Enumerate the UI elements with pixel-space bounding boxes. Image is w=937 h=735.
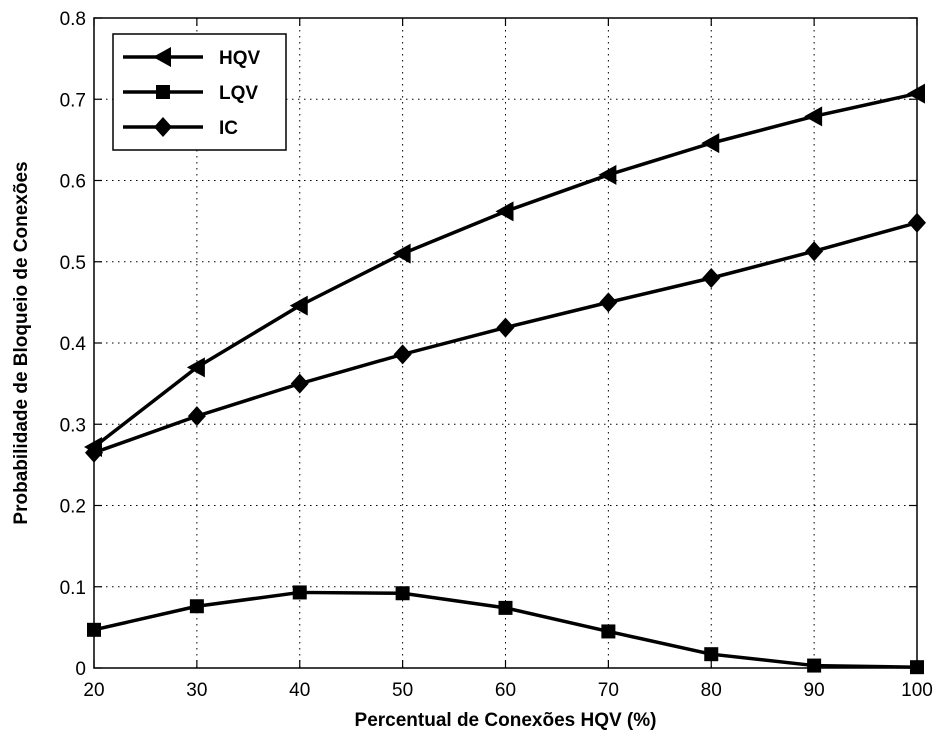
x-tick-label: 60 [495, 680, 516, 701]
y-tick-label: 0.1 [60, 578, 86, 599]
x-tick-label: 40 [289, 680, 310, 701]
data-point-lqv [189, 599, 204, 614]
y-tick-label: 0 [75, 659, 86, 680]
x-tick-label: 20 [83, 680, 104, 701]
y-tick-label: 0.8 [60, 9, 86, 30]
x-axis-title: Percentual de Conexões HQV (%) [355, 710, 657, 731]
legend-marker [156, 85, 170, 99]
data-point-ic [187, 406, 206, 427]
data-point-ic [805, 241, 824, 262]
data-point-hqv [495, 201, 514, 222]
data-point-hqv [701, 133, 720, 154]
series-line-ic [93, 221, 918, 455]
axis-ticks: 20 30 40 50 60 70 80 90 100 0 0.1 0.2 0.3 0.4 0.5 0.6 0.… [60, 9, 933, 701]
y-tick-label: 0.4 [60, 334, 87, 355]
data-point-hqv [289, 295, 308, 316]
legend-label: IC [219, 118, 238, 139]
data-point-lqv [498, 600, 513, 615]
y-tick-label: 0.6 [60, 172, 86, 193]
x-tick-label: 30 [186, 680, 207, 701]
legend-marker [154, 117, 172, 137]
y-tick-label: 0.7 [60, 90, 86, 111]
data-point-ic [393, 344, 412, 365]
series-hqv [84, 83, 925, 457]
legend-label: LQV [219, 83, 258, 104]
data-point-ic [290, 373, 309, 394]
legend-label: HQV [219, 48, 261, 69]
legend-item-lqv: LQV [123, 83, 258, 104]
x-tick-label: 70 [598, 680, 619, 701]
y-tick-label: 0.2 [60, 497, 86, 518]
data-point-lqv [292, 585, 307, 600]
x-tick-label: 80 [701, 680, 722, 701]
data-point-lqv [704, 647, 719, 662]
data-point-hqv [804, 106, 823, 127]
data-point-hqv [392, 243, 411, 264]
y-tick-label: 0.5 [60, 253, 86, 274]
y-axis-title: Probabilidade de Bloqueio de Conexões [11, 161, 32, 524]
data-point-ic [702, 268, 721, 288]
legend-marker [153, 47, 171, 67]
legend: HQV LQV IC [112, 33, 287, 151]
x-tick-label: 50 [392, 680, 413, 701]
x-tick-label: 100 [901, 680, 933, 701]
data-point-hqv [907, 83, 925, 104]
data-point-hqv [598, 164, 617, 185]
x-tick-label: 90 [804, 680, 825, 701]
y-tick-label: 0.3 [60, 415, 86, 436]
legend-item-ic: IC [123, 117, 238, 139]
series-layer [84, 83, 926, 675]
series-ic [85, 212, 926, 463]
data-point-hqv [186, 357, 205, 378]
data-point-ic [496, 317, 515, 338]
legend-item-hqv: HQV [123, 47, 261, 69]
data-point-lqv [395, 586, 410, 601]
grid-lines [94, 18, 917, 668]
data-point-lqv [601, 624, 616, 639]
data-point-ic [599, 292, 618, 313]
series-lqv [87, 585, 924, 675]
